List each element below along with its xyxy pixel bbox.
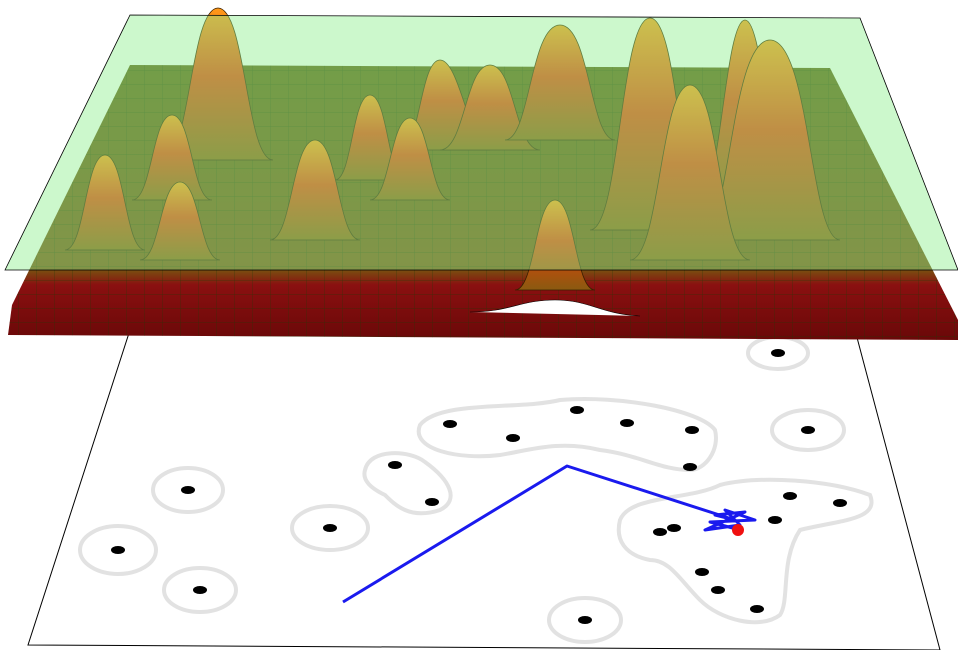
contours xyxy=(78,335,874,644)
ground-plane xyxy=(27,329,941,650)
points xyxy=(111,349,847,624)
threshold-plane xyxy=(4,14,958,271)
surface-notch xyxy=(469,299,641,317)
end-point xyxy=(732,524,744,536)
peaks xyxy=(64,7,841,291)
search-path xyxy=(342,464,757,604)
